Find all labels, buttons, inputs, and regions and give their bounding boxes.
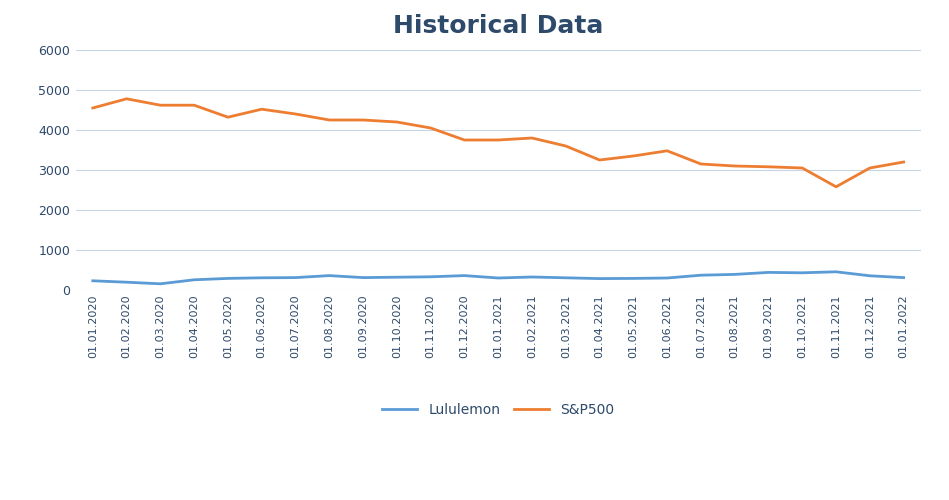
- S&P500: [594, 157, 605, 163]
- S&P500: [898, 159, 909, 165]
- Lululemon: [830, 269, 842, 275]
- Line: S&P500: S&P500: [93, 99, 903, 187]
- S&P500: [425, 125, 437, 131]
- Lululemon: [763, 270, 774, 276]
- S&P500: [458, 137, 470, 143]
- Lululemon: [865, 273, 876, 279]
- Lululemon: [425, 274, 437, 280]
- S&P500: [661, 148, 673, 154]
- Lululemon: [627, 276, 639, 281]
- Legend: Lululemon, S&P500: Lululemon, S&P500: [377, 397, 620, 422]
- Lululemon: [121, 279, 132, 285]
- S&P500: [830, 184, 842, 190]
- Lululemon: [729, 272, 740, 278]
- Lululemon: [493, 275, 504, 281]
- S&P500: [527, 135, 538, 141]
- S&P500: [324, 117, 335, 123]
- Lululemon: [155, 281, 166, 287]
- Lululemon: [222, 276, 233, 281]
- S&P500: [289, 111, 301, 117]
- Lululemon: [560, 275, 571, 281]
- Lululemon: [256, 275, 268, 281]
- S&P500: [222, 114, 233, 120]
- S&P500: [729, 163, 740, 169]
- Lululemon: [796, 270, 808, 276]
- S&P500: [796, 165, 808, 171]
- Line: Lululemon: Lululemon: [93, 272, 903, 284]
- S&P500: [256, 106, 268, 112]
- S&P500: [763, 164, 774, 170]
- Lululemon: [527, 274, 538, 280]
- Title: Historical Data: Historical Data: [393, 14, 604, 38]
- S&P500: [493, 137, 504, 143]
- Lululemon: [324, 272, 335, 278]
- Lululemon: [189, 277, 200, 283]
- S&P500: [560, 143, 571, 149]
- S&P500: [121, 96, 132, 102]
- Lululemon: [358, 274, 369, 280]
- S&P500: [155, 102, 166, 108]
- Lululemon: [696, 272, 707, 278]
- S&P500: [358, 117, 369, 123]
- Lululemon: [458, 272, 470, 278]
- Lululemon: [661, 275, 673, 281]
- S&P500: [189, 102, 200, 108]
- Lululemon: [594, 276, 605, 281]
- Lululemon: [898, 274, 909, 280]
- S&P500: [391, 119, 402, 125]
- Lululemon: [391, 274, 402, 280]
- Lululemon: [87, 278, 99, 284]
- S&P500: [696, 161, 707, 167]
- S&P500: [865, 165, 876, 171]
- Lululemon: [289, 274, 301, 280]
- S&P500: [627, 153, 639, 159]
- S&P500: [87, 105, 99, 111]
